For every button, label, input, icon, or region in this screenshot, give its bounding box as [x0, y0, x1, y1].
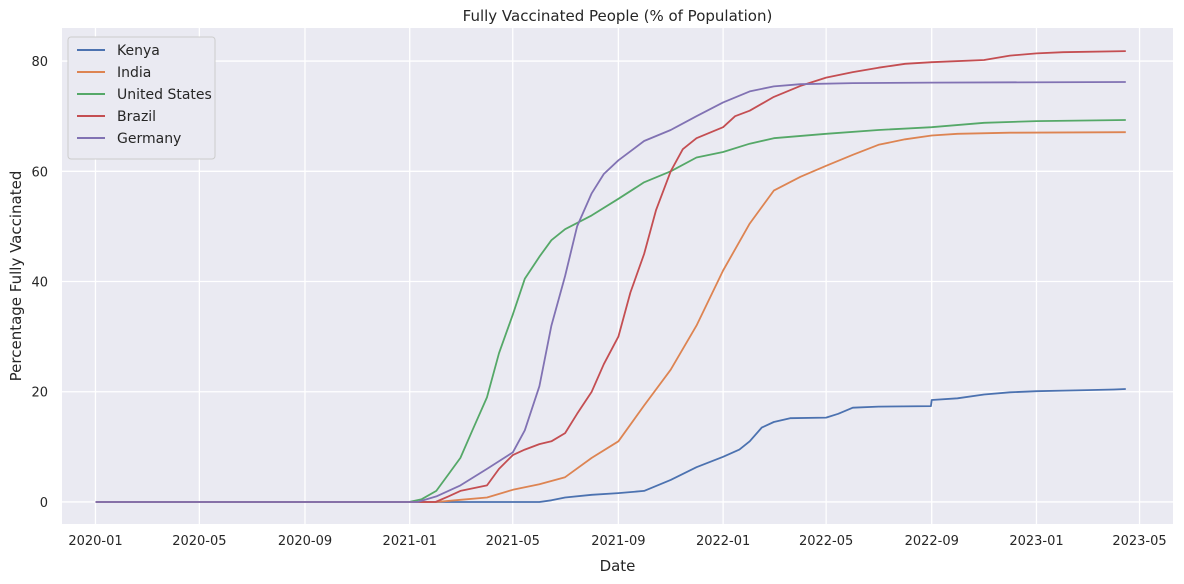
legend-label: Kenya — [117, 43, 160, 59]
x-tick-label: 2020-05 — [172, 534, 226, 549]
y-tick-label: 60 — [31, 165, 48, 180]
y-tick-label: 20 — [31, 386, 48, 401]
legend-label: United States — [117, 87, 212, 103]
series-lines — [95, 50, 1126, 503]
y-tick-label: 0 — [40, 496, 48, 511]
y-tick-label: 80 — [31, 55, 48, 70]
x-tick-label: 2022-01 — [696, 534, 750, 549]
series-line-india — [95, 131, 1126, 503]
legend-label: Germany — [117, 131, 181, 147]
legend-label: India — [117, 65, 151, 81]
y-tick-label: 40 — [31, 276, 48, 291]
x-axis-label: Date — [600, 557, 636, 575]
legend: Kenya India United States Brazil Germany — [67, 36, 216, 160]
plot-area — [62, 28, 1173, 524]
x-tick-label: 2020-01 — [68, 534, 122, 549]
legend-label: Brazil — [117, 109, 156, 125]
x-tick-label: 2021-09 — [591, 534, 645, 549]
series-line-kenya — [95, 388, 1126, 503]
x-tick-label: 2022-09 — [905, 534, 959, 549]
y-axis-label: Percentage Fully Vaccinated — [7, 171, 25, 382]
x-tick-label: 2021-01 — [383, 534, 437, 549]
x-tick-label: 2023-01 — [1009, 534, 1063, 549]
y-axis-ticks: 0 20 40 60 80 — [31, 55, 48, 511]
legend-box — [67, 36, 216, 160]
series-line-germany — [95, 81, 1126, 503]
series-line-brazil — [95, 50, 1126, 503]
x-tick-label: 2022-05 — [799, 534, 853, 549]
chart-title: Fully Vaccinated People (% of Population… — [463, 7, 773, 25]
x-axis-ticks: 2020-01 2020-05 2020-09 2021-01 2021-05 2021-… — [68, 534, 1166, 549]
x-tick-label: 2023-05 — [1112, 534, 1166, 549]
x-tick-label: 2020-09 — [278, 534, 332, 549]
x-tick-label: 2021-05 — [486, 534, 540, 549]
